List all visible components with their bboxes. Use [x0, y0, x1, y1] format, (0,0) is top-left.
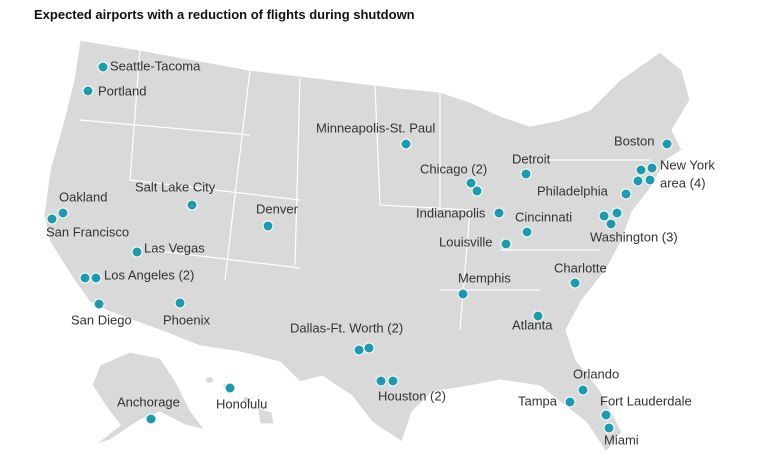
airport-dot	[465, 177, 477, 189]
airport-label: San Diego	[71, 312, 132, 327]
airport-label: Phoenix	[163, 312, 210, 327]
airport-dot	[605, 218, 617, 230]
airport-label: Chicago (2)	[420, 161, 487, 176]
airport-label: Charlotte	[554, 260, 607, 275]
airport-dot	[186, 199, 198, 211]
airport-dot	[577, 384, 589, 396]
airport-dot	[520, 168, 532, 180]
airport-label: Philadelphia	[537, 183, 609, 198]
airport-dot	[262, 220, 274, 232]
airport-label: Portland	[98, 83, 146, 98]
airport-dot	[375, 375, 387, 387]
airport-dot	[646, 162, 658, 174]
airport-label: Cincinnati	[515, 209, 572, 224]
airport-dot	[635, 164, 647, 176]
airport-dot	[93, 298, 105, 310]
airport-dot	[644, 174, 656, 186]
airport-label: Houston (2)	[378, 388, 446, 403]
airport-dot	[131, 246, 143, 258]
airport-label: Miami	[604, 432, 639, 447]
airport-label: Anchorage	[117, 394, 180, 409]
airport-dot	[598, 210, 610, 222]
airport-label: Las Vegas	[144, 240, 205, 255]
airport-label: Seattle-Tacoma	[110, 58, 201, 73]
alaska	[91, 351, 207, 446]
airport-label: Louisville	[439, 234, 492, 249]
airport-dot	[174, 297, 186, 309]
airport-label: Fort Lauderdale	[600, 393, 692, 408]
airport-label: Boston	[614, 133, 654, 148]
airport-dot	[620, 188, 632, 200]
airport-dot	[387, 375, 399, 387]
airport-label: Denver	[256, 201, 299, 216]
airport-label: Atlanta	[512, 317, 553, 332]
airport-label: Los Angeles (2)	[104, 267, 194, 282]
airport-dot	[97, 61, 109, 73]
airport-dot	[82, 85, 94, 97]
airport-dot	[471, 185, 483, 197]
airport-label: Minneapolis-St. Paul	[316, 120, 435, 135]
airport-label: Oakland	[59, 189, 107, 204]
airport-dot	[145, 413, 157, 425]
airport-label: Detroit	[512, 151, 551, 166]
airport-dot	[603, 422, 615, 434]
airport-label: Tampa	[518, 393, 558, 408]
airport-dot	[90, 272, 102, 284]
airport-dot	[600, 409, 612, 421]
contiguous-us	[43, 39, 691, 454]
state-lines	[79, 49, 650, 331]
map-title: Expected airports with a reduction of fl…	[34, 7, 415, 22]
airport-label: Honolulu	[216, 396, 267, 411]
airport-label: Washington (3)	[590, 229, 678, 244]
airport-dot	[457, 288, 469, 300]
airport-dot	[46, 213, 58, 225]
land	[43, 39, 691, 454]
airport-label: Dallas-Ft. Worth (2)	[290, 320, 403, 335]
airport-dot	[632, 175, 644, 187]
airport-label: San Francisco	[46, 224, 129, 239]
airport-dot	[661, 138, 673, 150]
airport-dot	[569, 277, 581, 289]
airport-label: Orlando	[573, 366, 619, 381]
hawaii	[204, 375, 275, 425]
airport-label: New York	[660, 157, 715, 172]
airport-dot	[611, 207, 623, 219]
airport-dot	[363, 342, 375, 354]
airport-dot	[493, 207, 505, 219]
airport-dot	[79, 272, 91, 284]
airport-dot	[564, 396, 576, 408]
airport-label: Indianapolis	[416, 205, 486, 220]
airport-dot	[57, 207, 69, 219]
airport-label: Memphis	[458, 270, 511, 285]
airport-dot	[532, 310, 544, 322]
airport-dot	[353, 344, 365, 356]
airport-dot	[400, 138, 412, 150]
airport-label: area (4)	[660, 175, 706, 190]
airport-dot	[500, 238, 512, 250]
airport-label: Salt Lake City	[135, 179, 216, 194]
airport-dot	[521, 226, 533, 238]
airport-dot	[224, 382, 236, 394]
